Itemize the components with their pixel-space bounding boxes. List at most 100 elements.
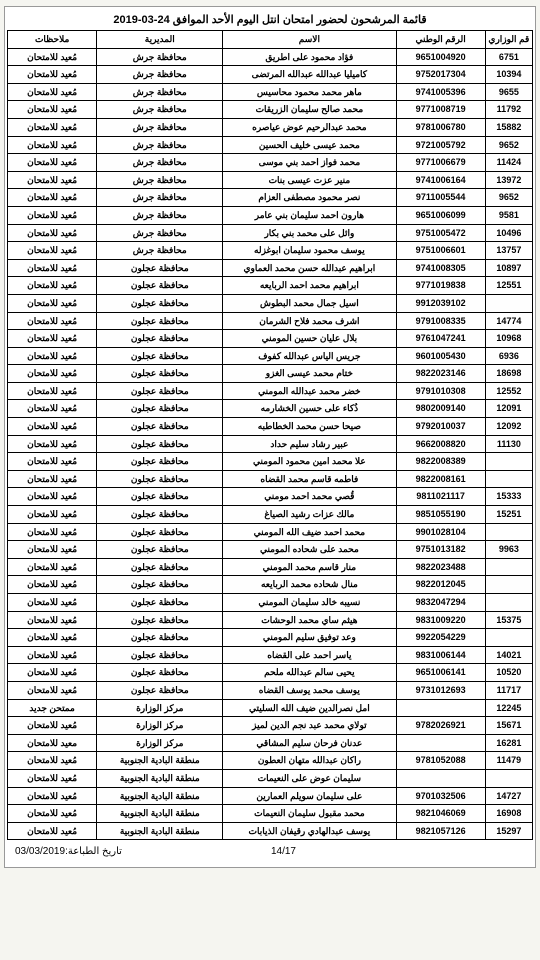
cell-name: على سليمان سويلم العمارين <box>223 787 396 805</box>
table-row: 103949752017304كامیليا عبدالله عبدالله ا… <box>8 66 533 84</box>
page-title: قائمة المرشحون لحضور امتحان انتل اليوم ا… <box>7 13 533 26</box>
table-row: 95819651006099هارون احمد سليمان بني عامر… <box>8 206 533 224</box>
cell-note: مُعيد للامتحان <box>8 664 97 682</box>
cell-min: 11479 <box>485 752 532 770</box>
table-row: 117929771008719محمد صالح سليمان الزريقات… <box>8 101 533 119</box>
cell-nat: 9751013182 <box>396 541 485 559</box>
cell-nat: 9781006780 <box>396 118 485 136</box>
cell-note: مُعيد للامتحان <box>8 611 97 629</box>
cell-dir: منطقة البادية الجنوبية <box>97 822 223 840</box>
cell-note: مُعيد للامتحان <box>8 523 97 541</box>
col-ministerial: قم الوزاري <box>485 31 532 49</box>
table-row: 152519851055190مالك عزات رشيد الصياغمحاف… <box>8 506 533 524</box>
table-row: 99639751013182محمد على شحاده المومنيمحاف… <box>8 541 533 559</box>
cell-nat: 9922054229 <box>396 629 485 647</box>
cell-nat: 9822023146 <box>396 365 485 383</box>
cell-note: معيد للامتحان <box>8 734 97 752</box>
cell-dir: محافظة جرش <box>97 83 223 101</box>
cell-name: هارون احمد سليمان بني عامر <box>223 206 396 224</box>
cell-name: نسيبه خالد سليمان المومني <box>223 594 396 612</box>
cell-name: عبير رشاد سليم حداد <box>223 435 396 453</box>
cell-note: مُعيد للامتحان <box>8 136 97 154</box>
cell-name: يوسف عبدالهادي رقيفان الذيابات <box>223 822 396 840</box>
cell-note: مُعيد للامتحان <box>8 506 97 524</box>
cell-note: مُعيد للامتحان <box>8 259 97 277</box>
cell-min <box>485 558 532 576</box>
cell-nat: 9711005544 <box>396 189 485 207</box>
cell-note: مُعيد للامتحان <box>8 470 97 488</box>
cell-dir: منطقة البادية الجنوبية <box>97 752 223 770</box>
cell-note: مُعيد للامتحان <box>8 594 97 612</box>
table-row: 96559741005396ماهر محمد محمود محاسيسمحاف… <box>8 83 533 101</box>
cell-nat: 9651004920 <box>396 48 485 66</box>
cell-name: محمد عيسى خليف الحسين <box>223 136 396 154</box>
cell-note: مُعيد للامتحان <box>8 769 97 787</box>
cell-name: فاطمه قاسم محمد القضاه <box>223 470 396 488</box>
cell-nat: 9811021117 <box>396 488 485 506</box>
cell-min: 11792 <box>485 101 532 119</box>
cell-nat: 9791008335 <box>396 312 485 330</box>
table-row: 69369601005430جريس الياس عبدالله كفوفمحا… <box>8 347 533 365</box>
cell-note: مُعيد للامتحان <box>8 558 97 576</box>
cell-name: جريس الياس عبدالله كفوف <box>223 347 396 365</box>
cell-nat: 9822008389 <box>396 453 485 471</box>
cell-min: 16908 <box>485 805 532 823</box>
cell-note: مُعيد للامتحان <box>8 752 97 770</box>
cell-name: تولاي محمد عبد نجم الدين لميز <box>223 717 396 735</box>
cell-note: مُعيد للامتحان <box>8 48 97 66</box>
cell-name: سليمان عوض على النعيمات <box>223 769 396 787</box>
cell-dir: محافظة جرش <box>97 224 223 242</box>
cell-min: 11130 <box>485 435 532 453</box>
table-row: 186989822023146ختام محمد عيسى الغزومحافظ… <box>8 365 533 383</box>
table-row: 125519771019838ابراهيم محمد احمد الربايع… <box>8 277 533 295</box>
table-body: 67519651004920فؤاد محمود على اطريقمحافظة… <box>8 48 533 840</box>
cell-note: مُعيد للامتحان <box>8 242 97 260</box>
table-row: 158829781006780محمد عبدالرحيم عوض عياصره… <box>8 118 533 136</box>
cell-name: وائل على محمد بني بكار <box>223 224 396 242</box>
table-row: 114249771006679محمد فواز احمد بني موسىمح… <box>8 154 533 172</box>
cell-min <box>485 629 532 647</box>
cell-min <box>485 523 532 541</box>
cell-dir: محافظة عجلون <box>97 470 223 488</box>
cell-name: ختام محمد عيسى الغزو <box>223 365 396 383</box>
cell-nat: 9662008820 <box>396 435 485 453</box>
cell-min: 15882 <box>485 118 532 136</box>
cell-name: منير عزت عيسى بنات <box>223 171 396 189</box>
cell-dir: محافظة عجلون <box>97 506 223 524</box>
cell-note: مُعيد للامتحان <box>8 382 97 400</box>
cell-nat: 9792010037 <box>396 418 485 436</box>
table-row: 9912039102اسيل جمال محمد البطوشمحافظة عج… <box>8 294 533 312</box>
cell-note: مُعيد للامتحان <box>8 787 97 805</box>
table-row: 169089821046069محمد مقبول سليمان النعيما… <box>8 805 533 823</box>
table-row: 9822023488منار قاسم محمد المومنيمحافظة ع… <box>8 558 533 576</box>
cell-nat: 9771006679 <box>396 154 485 172</box>
cell-min: 10496 <box>485 224 532 242</box>
cell-name: محمد فواز احمد بني موسى <box>223 154 396 172</box>
cell-nat: 9781052088 <box>396 752 485 770</box>
table-row: 105209651006141يحيى سالم عبدالله ملحممحا… <box>8 664 533 682</box>
cell-nat: 9802009140 <box>396 400 485 418</box>
cell-note: مُعيد للامتحان <box>8 330 97 348</box>
cell-note: مُعيد للامتحان <box>8 646 97 664</box>
print-date: تاريخ الطباعة:03/03/2019 <box>15 846 122 857</box>
cell-min: 13972 <box>485 171 532 189</box>
table-row: 96529711005544نصر محمود مصطفى العزاممحاف… <box>8 189 533 207</box>
cell-dir: محافظة جرش <box>97 242 223 260</box>
cell-min: 6751 <box>485 48 532 66</box>
table-row: 147749791008335اشرف محمد فلاح الشرمانمحا… <box>8 312 533 330</box>
cell-min: 15251 <box>485 506 532 524</box>
table-row: 153339811021117قُصي محمد احمد مومنيمحافظ… <box>8 488 533 506</box>
cell-min <box>485 470 532 488</box>
cell-name: يحيى سالم عبدالله ملحم <box>223 664 396 682</box>
cell-name: محمد مقبول سليمان النعيمات <box>223 805 396 823</box>
cell-note: مُعيد للامتحان <box>8 576 97 594</box>
cell-note: مُعيد للامتحان <box>8 312 97 330</box>
table-row: 9822012045منال شحاده محمد الربايعهمحافظة… <box>8 576 533 594</box>
cell-note: مُعيد للامتحان <box>8 294 97 312</box>
cell-name: خضر محمد عبدالله المومني <box>223 382 396 400</box>
cell-min: 15333 <box>485 488 532 506</box>
cell-min: 15671 <box>485 717 532 735</box>
cell-note: مُعيد للامتحان <box>8 805 97 823</box>
cell-min: 9652 <box>485 136 532 154</box>
cell-note: مُعيد للامتحان <box>8 435 97 453</box>
